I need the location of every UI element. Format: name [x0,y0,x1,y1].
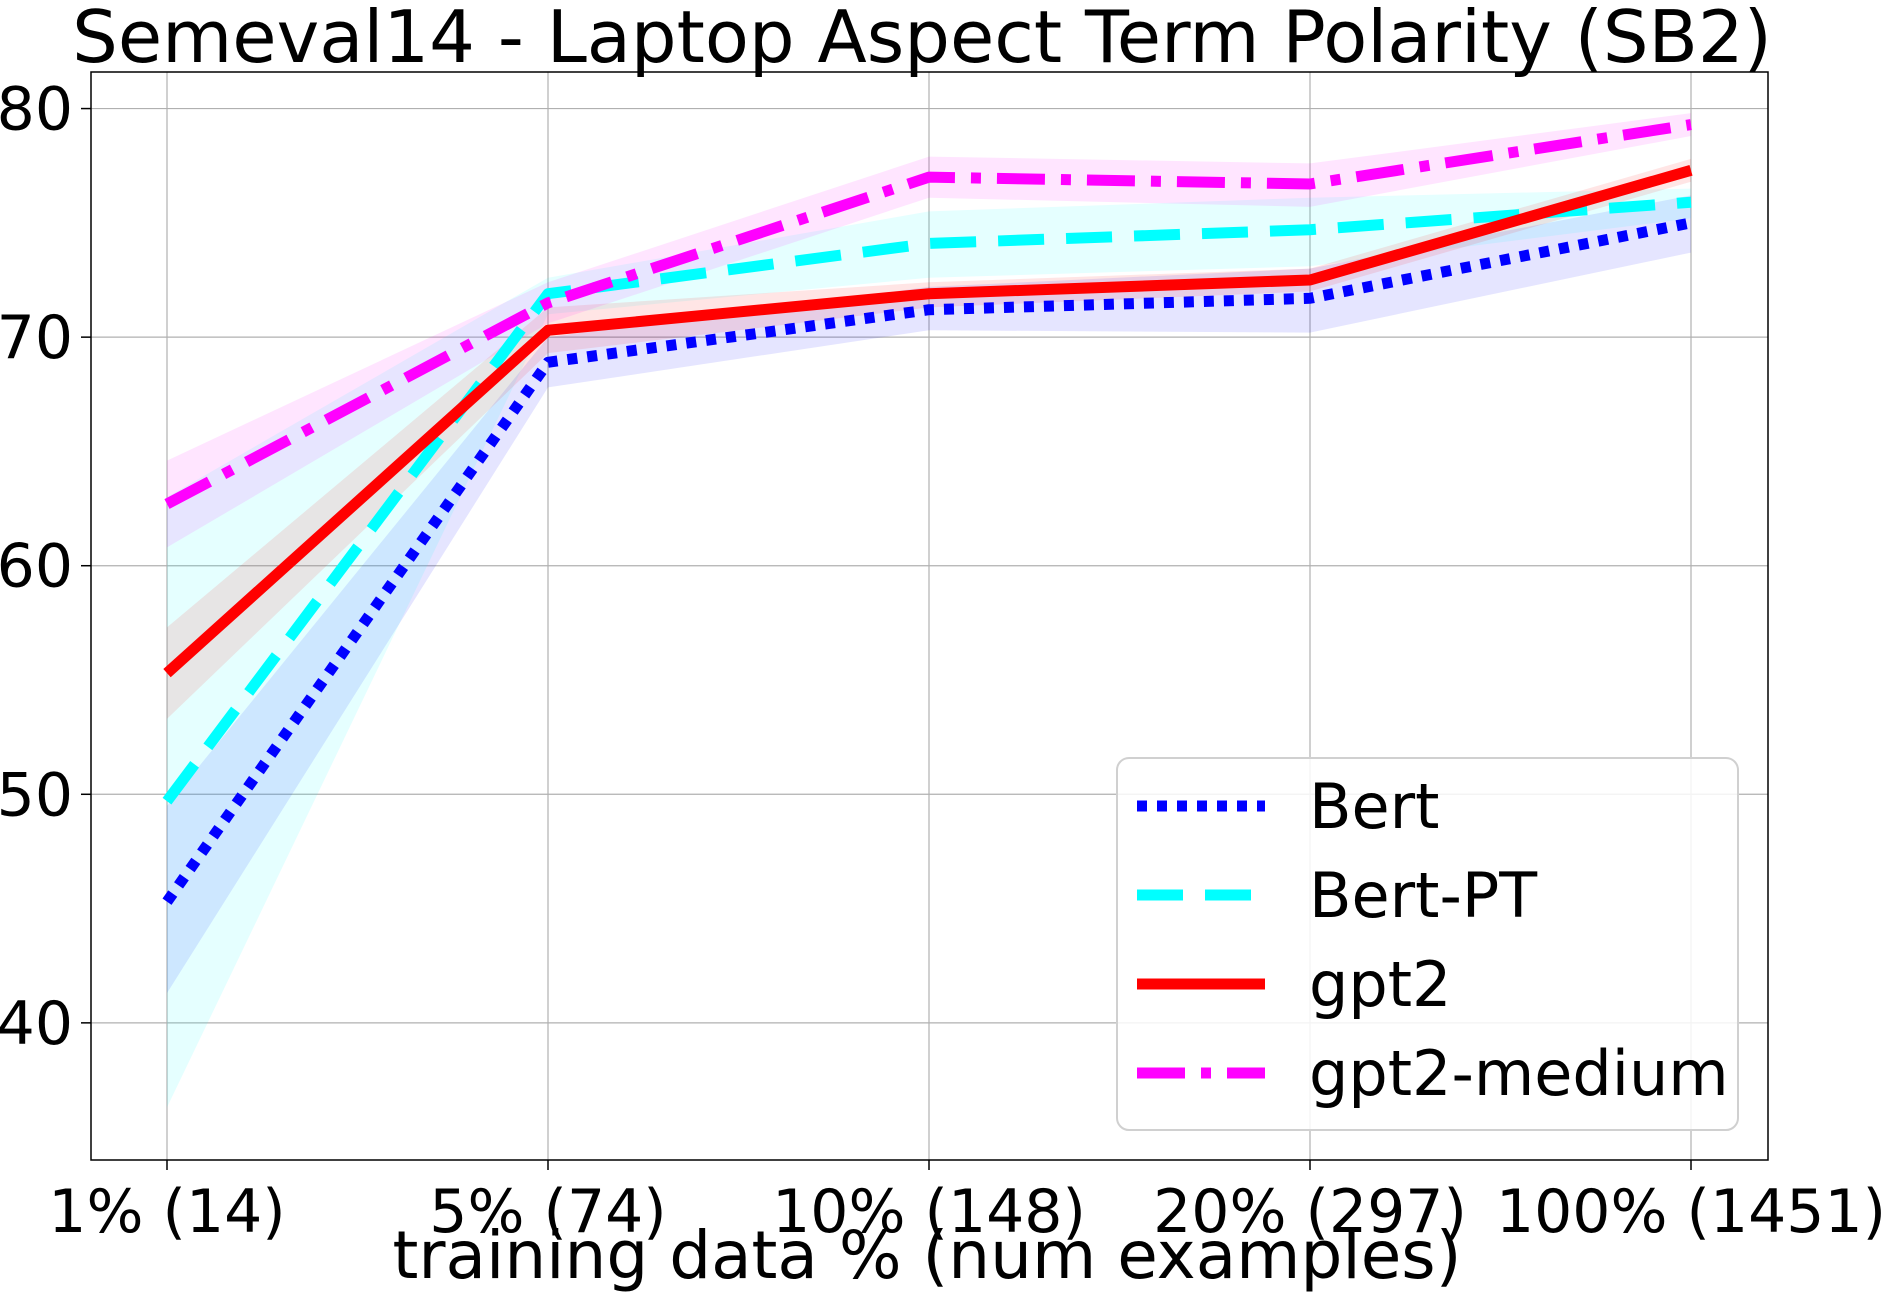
series-line-bert [162,217,1693,905]
legend: Bert Bert-PT gpt2 gpt2-medium [1116,757,1739,1131]
x-tick-label: 1% (14) [48,1177,285,1247]
legend-label: Bert [1309,770,1439,843]
y-tick-label: 40 [0,989,73,1059]
x-tick-label: 10% (148) [772,1177,1086,1247]
y-axis-ticks: 40 50 60 70 80 [0,75,91,1059]
band-bert [167,195,1691,994]
series-line-gpt2-medium [164,119,1692,509]
legend-label: Bert-PT [1309,859,1538,932]
x-tick-label: 20% (297) [1153,1177,1467,1247]
x-tick-label: 5% (74) [429,1177,666,1247]
y-tick-label: 60 [0,532,73,602]
legend-label: gpt2-medium [1309,1037,1729,1110]
series-line-bert-pt [162,196,1692,805]
y-tick-label: 70 [0,303,73,373]
band-gpt2-medium [167,113,1691,548]
series-lines [162,119,1693,905]
y-tick-label: 50 [0,760,73,830]
x-tick-label: 100% (1451) [1496,1177,1886,1247]
x-axis-label: training data % (num examples) [393,1217,1462,1294]
legend-label: gpt2 [1309,948,1451,1021]
x-axis-ticks: 1% (14) 5% (74) 10% (148) 20% (297) 100% (14… [48,1160,1886,1247]
y-tick-label: 80 [0,75,73,145]
legend-box [1116,757,1739,1131]
series-line-gpt2 [163,165,1693,678]
chart-title: Semeval14 - Laptop Aspect Term Polarity … [72,0,1772,79]
